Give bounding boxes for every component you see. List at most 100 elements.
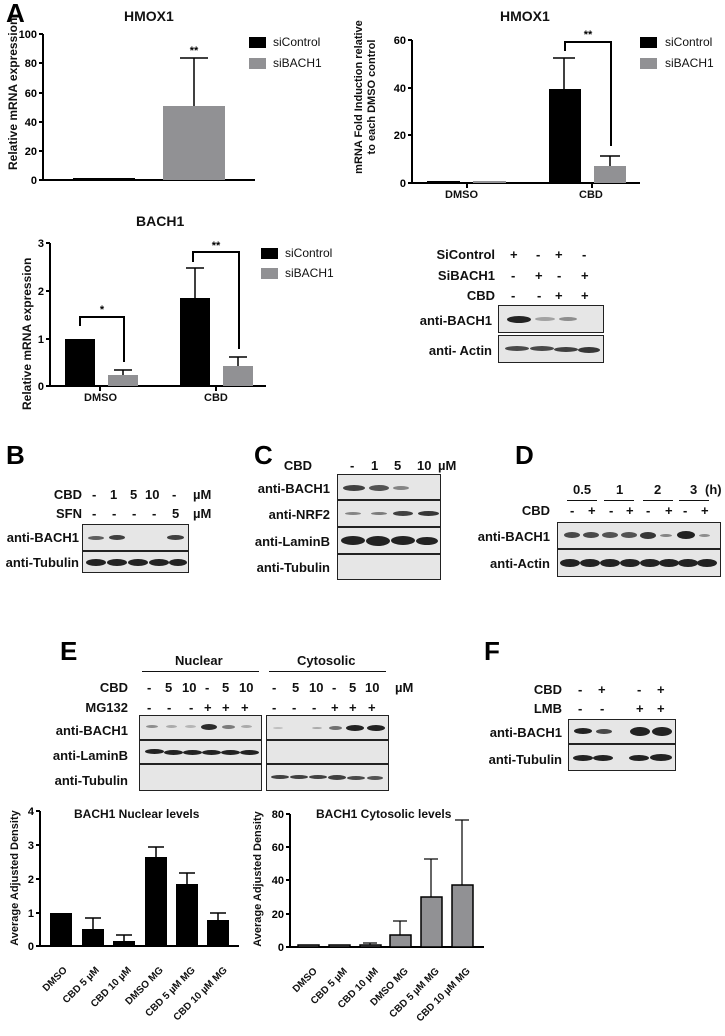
antibody-laminb: anti-LaminB [52, 748, 128, 763]
svg-text:60: 60 [394, 35, 406, 47]
blot-f: CBD LMB - + - + - - + + anti-BACH1 anti-… [470, 680, 725, 771]
lane-value: 10 [182, 680, 197, 695]
lane-value: + [657, 682, 665, 697]
lane-value: 5 [130, 487, 138, 502]
svg-text:60: 60 [272, 842, 284, 854]
lane-value: + [204, 700, 212, 715]
lane-value: - [511, 288, 516, 303]
lane-value: 10 [239, 680, 254, 695]
timepoint-1: 1 [616, 482, 624, 497]
lane-value: - [112, 506, 117, 521]
antibody-bach1: anti-BACH1 [489, 725, 562, 740]
lane-value: 10 [365, 680, 380, 695]
blot-strip-bach1 [498, 305, 604, 333]
timepoint-2: 2 [654, 482, 662, 497]
panel-letter-c: C [254, 440, 273, 470]
chart-e2-cytosolic: BACH1 Cytosolic levels Average Adjusted … [250, 795, 510, 1024]
legend-sibach1: siBACH1 [273, 56, 322, 70]
svg-text:40: 40 [25, 117, 37, 129]
lane-value: - [205, 680, 210, 695]
unit-label: µM [193, 506, 212, 521]
lane-value: - [570, 503, 575, 518]
lane-value: 5 [349, 680, 357, 695]
x-tick-cbd: CBD [204, 392, 228, 404]
row-label-cbd: CBD [521, 503, 550, 518]
blot-strip-laminb-nuclear [139, 740, 262, 764]
chart-a1-hmox1: HMOX1 Relative mRNA expression 0 20 40 6… [0, 0, 360, 200]
unit-label: µM [193, 487, 212, 502]
lane-value: + [241, 700, 249, 715]
antibody-actin: anti-Actin [490, 556, 550, 571]
lane-value: - [578, 701, 583, 716]
chart-a3-bach1: BACH1 Relative mRNA expression 0 1 2 3 *… [0, 200, 360, 410]
lane-value: + [657, 701, 665, 716]
svg-text:2: 2 [38, 286, 44, 298]
chart-title: BACH1 Cytosolic levels [316, 807, 452, 821]
antibody-bach1: anti-BACH1 [6, 530, 79, 545]
svg-text:**: ** [190, 45, 199, 57]
svg-text:4: 4 [28, 806, 35, 818]
lane-value: - [172, 487, 177, 502]
lane-value: - [92, 506, 97, 521]
blot-strip-tubulin [337, 554, 441, 580]
lane-value: 5 [394, 458, 402, 473]
svg-text:20: 20 [25, 146, 37, 158]
panel-letter-a: A [6, 0, 25, 28]
antibody-tubulin: anti-Tubulin [488, 752, 562, 767]
lane-value: - [557, 268, 562, 283]
lane-value: 5 [292, 680, 300, 695]
blot-strip-bach1 [557, 522, 721, 549]
svg-text:60: 60 [25, 88, 37, 100]
lane-value: - [537, 288, 542, 303]
panel-letter-b: B [6, 440, 25, 470]
legend-sicontrol: siControl [273, 35, 321, 49]
legend-sicontrol: siControl [665, 35, 713, 49]
panel-letter-d: D [515, 440, 534, 470]
lane-value: - [132, 506, 137, 521]
unit-label: µM [395, 680, 414, 695]
chart-title: BACH1 Nuclear levels [74, 807, 200, 821]
antibody-nrf2: anti-NRF2 [268, 507, 330, 522]
chart-e2-plot: 0 20 40 60 80 [272, 809, 484, 954]
lane-value: - [332, 680, 337, 695]
lane-value: + [555, 288, 563, 303]
blot-strip-actin [498, 335, 604, 363]
lane-value: - [637, 682, 642, 697]
lane-value: 5 [165, 680, 173, 695]
row-label-sicontrol: SiControl [436, 247, 496, 262]
timepoint-0-5: 0.5 [573, 482, 592, 497]
lane-value: + [331, 700, 339, 715]
chart-a3-plot: 0 1 2 3 * ** [38, 238, 278, 393]
svg-text:0: 0 [400, 178, 406, 190]
svg-text:1: 1 [38, 334, 44, 346]
row-label-sibach1: SiBACH1 [437, 268, 495, 283]
x-tick-dmso: DMSO [445, 189, 478, 201]
lane-value: + [665, 503, 673, 518]
chart-a2-plot: 0 20 40 60 ** [394, 29, 657, 190]
lane-value: - [147, 680, 152, 695]
lane-value: + [222, 700, 230, 715]
lane-value: - [578, 682, 583, 697]
svg-text:*: * [100, 304, 105, 316]
chart-title: HMOX1 [124, 8, 174, 24]
blot-strip-bach1 [82, 524, 189, 551]
blot-strip-bach1 [337, 474, 441, 500]
blot-d: 0.5 1 2 3 (h) CBD - + - + - + - + anti-B… [460, 480, 725, 580]
blot-b: CBD SFN - 1 5 10 - µM - - - - 5 µM anti-… [0, 480, 230, 575]
row-label-cbd: CBD [99, 680, 128, 695]
svg-text:0: 0 [38, 381, 44, 393]
row-label-cbd: CBD [466, 288, 495, 303]
lane-value: + [510, 247, 518, 262]
blot-strip-laminb [337, 527, 441, 554]
svg-text:3: 3 [28, 840, 34, 852]
unit-label: µM [438, 458, 457, 473]
blot-c: CBD - 1 5 10 µM anti-BACH1 anti-NRF2 ant… [220, 450, 470, 580]
lane-value: - [147, 700, 152, 715]
lane-value: 1 [110, 487, 118, 502]
svg-text:3: 3 [38, 238, 44, 250]
svg-text:80: 80 [25, 58, 37, 70]
antibody-actin: anti- Actin [428, 343, 492, 358]
row-label-sfn: SFN [56, 506, 82, 521]
blot-strip-tubulin-cytosolic [266, 764, 389, 791]
lane-value: - [536, 247, 541, 262]
